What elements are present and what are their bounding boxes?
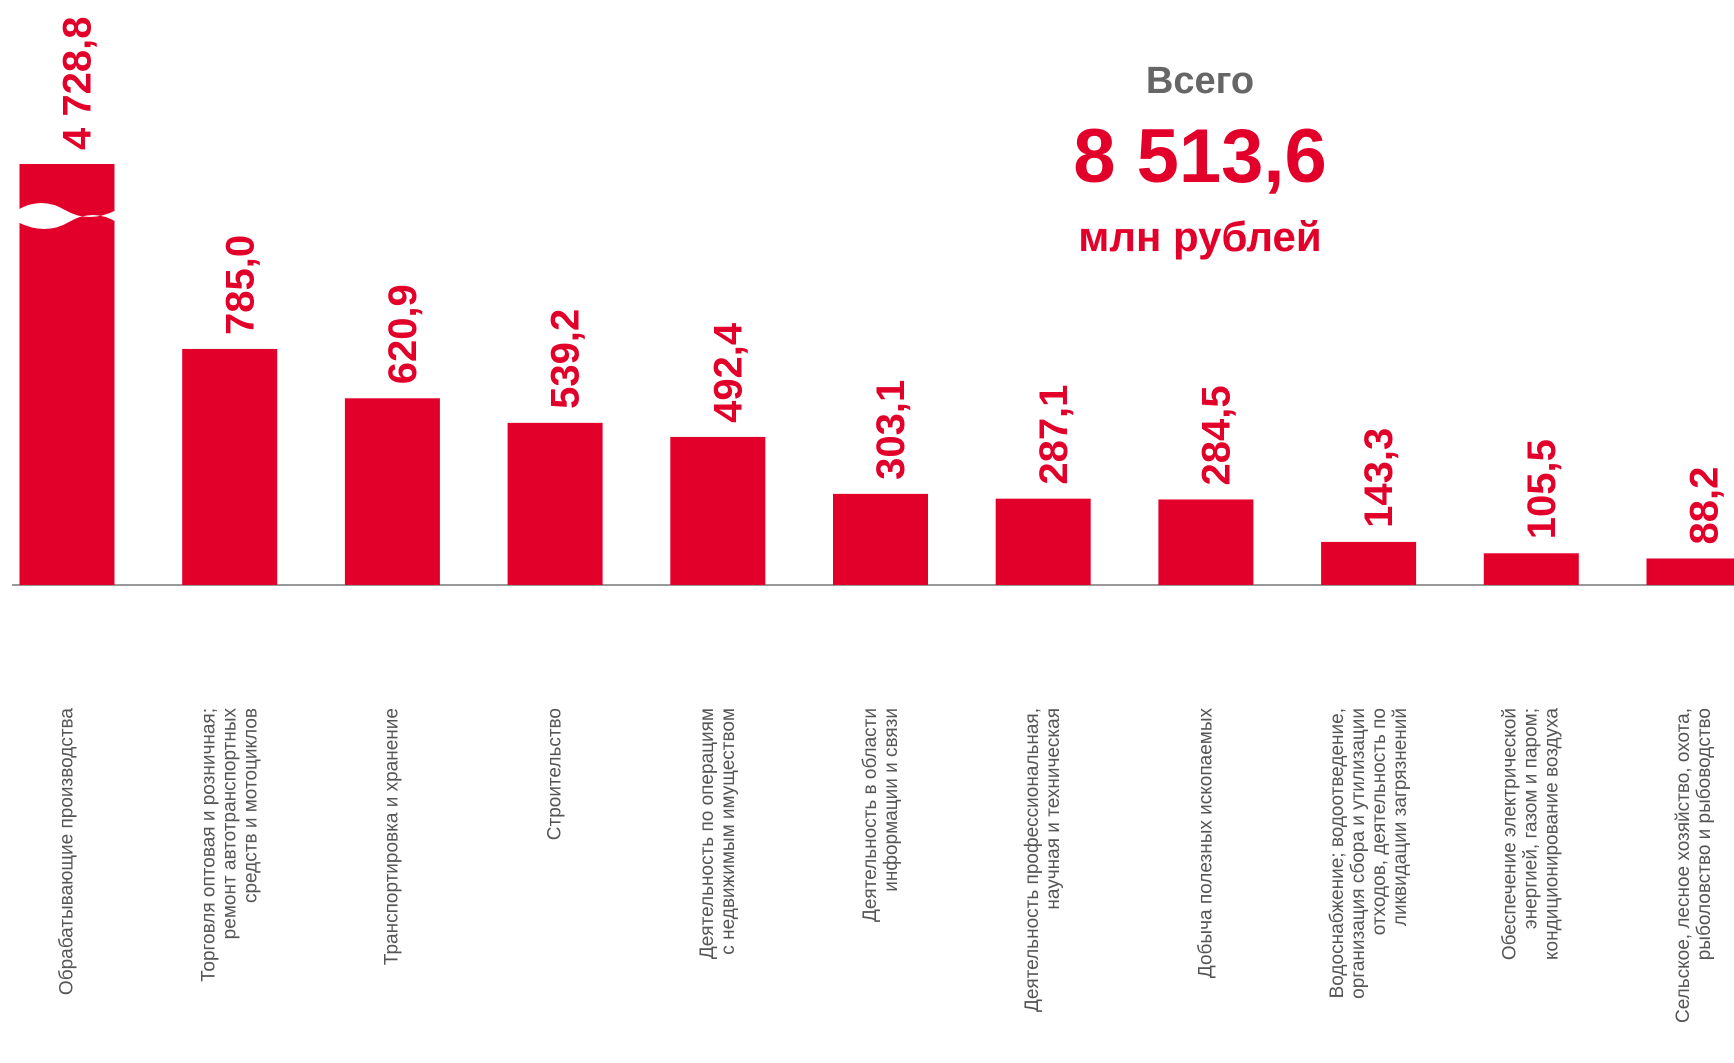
- bar: [995, 498, 1091, 585]
- value-label: 287,1: [1032, 385, 1076, 485]
- bar: [1646, 558, 1734, 585]
- total-unit: млн рублей: [1078, 213, 1321, 260]
- bar: [1483, 553, 1579, 585]
- category-label: Транспортировка и хранение: [381, 708, 403, 966]
- category-label: Торговля оптовая и розничная; ремонт авт…: [198, 708, 262, 982]
- value-label: 620,9: [381, 284, 425, 384]
- bar: [19, 164, 115, 585]
- value-label: 284,5: [1194, 385, 1238, 485]
- category-label: Водоснабжение; водоотведение, организаци…: [1326, 708, 1411, 999]
- bar: [182, 348, 278, 585]
- value-label: 785,0: [218, 235, 262, 335]
- category-label: Обрабатывающие производства: [56, 708, 78, 996]
- value-label: 303,1: [869, 380, 913, 480]
- bar: [670, 436, 766, 585]
- axis-break: [17, 203, 117, 229]
- category-label: Добыча полезных ископаемых: [1195, 708, 1217, 979]
- value-label: 539,2: [544, 309, 588, 409]
- bar: [1158, 499, 1254, 585]
- bar: [1321, 541, 1417, 585]
- bar: [833, 493, 928, 585]
- value-label: 143,3: [1357, 428, 1401, 528]
- category-label: Деятельность в области информации и связ…: [859, 708, 902, 923]
- category-label: Обеспечение электрической энергией, газо…: [1499, 708, 1563, 961]
- category-label: Сельское, лесное хозяйство, охота, рыбол…: [1673, 708, 1715, 1024]
- category-label: Деятельность профессиональная, научная и…: [1022, 708, 1065, 1013]
- bar: [507, 422, 603, 585]
- value-label: 88,2: [1683, 467, 1727, 545]
- category-label: Деятельность по операциям с недвижимым и…: [696, 708, 739, 960]
- value-label: 492,4: [706, 322, 750, 423]
- total-value: 8 513,6: [1073, 114, 1327, 199]
- bar: [344, 398, 440, 585]
- category-label: Строительство: [544, 708, 566, 841]
- value-label: 105,5: [1520, 439, 1564, 539]
- total-label: Всего: [1146, 60, 1254, 102]
- value-label: 4 728,8: [56, 17, 100, 150]
